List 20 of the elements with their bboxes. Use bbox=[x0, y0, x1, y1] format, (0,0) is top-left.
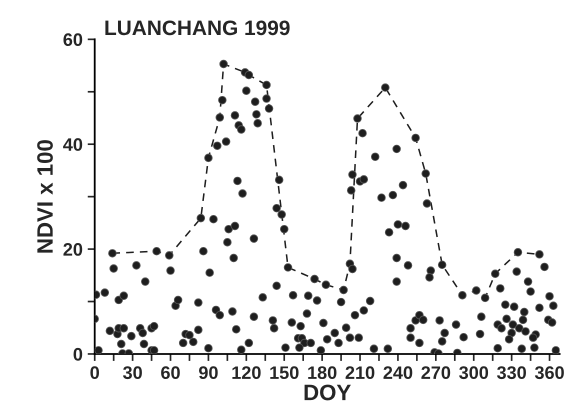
chart-title: LUANCHANG 1999 bbox=[105, 20, 290, 36]
x-tick-label: 240 bbox=[383, 366, 412, 380]
x-tick-label: 270 bbox=[421, 366, 450, 380]
x-tick-label: 360 bbox=[534, 366, 564, 380]
y-tick-label: 40 bbox=[63, 138, 82, 151]
x-tick-label: 30 bbox=[122, 366, 142, 380]
y-tick-label: 20 bbox=[63, 243, 82, 256]
x-tick-label: 90 bbox=[199, 366, 218, 380]
y-tick-label: 0 bbox=[74, 348, 82, 361]
x-tick-label: 120 bbox=[232, 366, 261, 380]
y-axis-title: NDVI x 100 bbox=[37, 140, 53, 253]
x-tick-label: 180 bbox=[308, 366, 336, 380]
x-axis-title: DOY bbox=[304, 384, 351, 400]
x-tick-label: 300 bbox=[459, 366, 488, 380]
x-tick-label: 150 bbox=[270, 366, 299, 380]
x-tick-label: 0 bbox=[90, 366, 99, 380]
x-tick-label: 60 bbox=[161, 366, 180, 380]
x-tick-label: 210 bbox=[346, 366, 374, 380]
y-tick-label: 60 bbox=[63, 33, 82, 46]
x-tick-label: 330 bbox=[496, 366, 526, 380]
